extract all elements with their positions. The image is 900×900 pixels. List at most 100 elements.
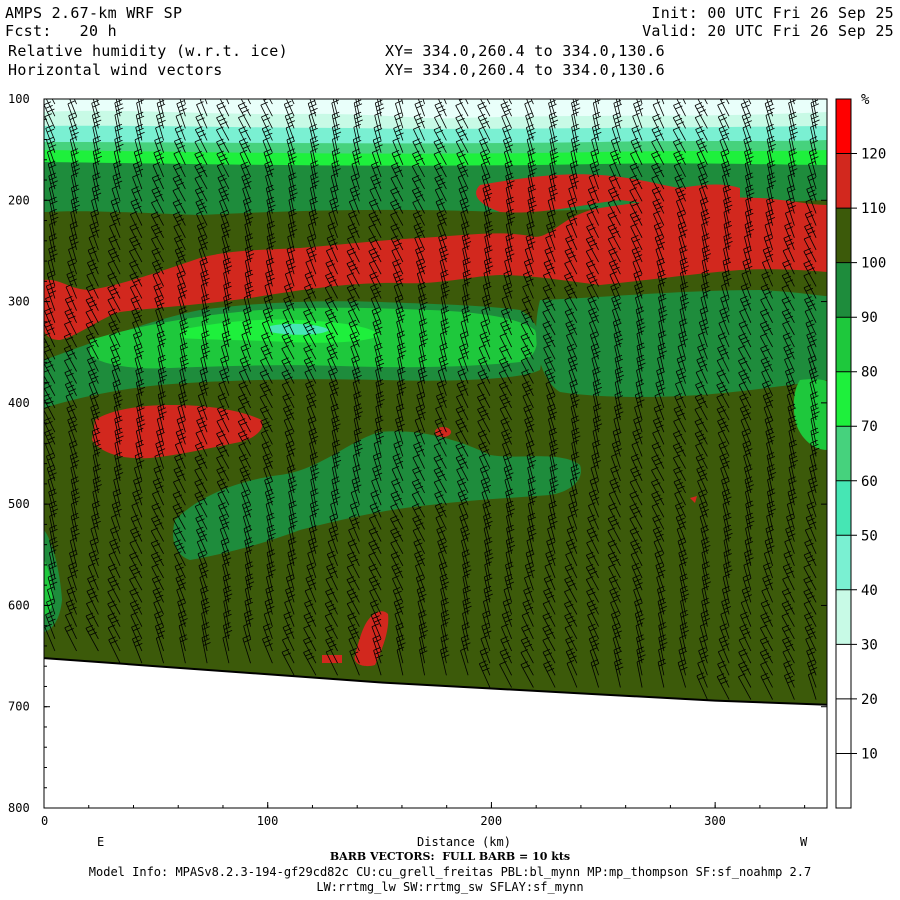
barb-staff: [719, 310, 730, 336]
barb-flag: [238, 78, 245, 81]
barb-flag: [766, 213, 774, 217]
barb-flag: [695, 369, 704, 373]
barb-flag: [415, 226, 423, 231]
barb-flag: [325, 259, 333, 264]
barb-staff: [331, 102, 338, 129]
barb-staff: [700, 212, 708, 238]
barb-flag: [114, 123, 123, 128]
barb-flag: [435, 458, 443, 462]
barb-flag: [549, 172, 557, 177]
barb-flag: [636, 310, 645, 314]
barb-flag: [744, 549, 752, 554]
barb-flag: [109, 332, 117, 336]
barb-staff: [699, 188, 708, 214]
barb-staff: [523, 274, 534, 299]
barb-staff: [287, 224, 295, 250]
barb-staff: [332, 99, 338, 117]
barb-flag: [370, 214, 378, 219]
barb-flag: [245, 273, 254, 278]
barb-flag: [741, 408, 750, 413]
barb-staff: [481, 626, 491, 652]
barb-flag: [615, 76, 622, 79]
barb-staff: [70, 163, 77, 190]
barb-staff: [614, 382, 621, 408]
barb-flag: [441, 601, 449, 606]
barb-staff: [716, 360, 730, 384]
barb-flag: [349, 542, 357, 547]
barb-flag: [151, 502, 159, 507]
barb-staff: [110, 359, 121, 384]
barb-staff: [346, 275, 360, 299]
barb-flag: [93, 468, 102, 472]
barb-flag: [588, 227, 596, 231]
barb-flag: [462, 205, 470, 209]
barb-staff: [586, 275, 599, 299]
barb-flag: [156, 112, 164, 116]
barb-staff: [721, 601, 730, 627]
barb-staff: [676, 358, 686, 384]
barb-flag: [71, 132, 79, 136]
barb-flag: [570, 492, 578, 497]
barb-staff: [266, 236, 273, 263]
barb-flag: [71, 476, 79, 481]
barb-flag: [484, 212, 493, 217]
barb-flag: [588, 263, 596, 268]
barb-flag: [89, 631, 97, 636]
barb-staff: [564, 627, 578, 652]
barb-flag: [440, 577, 449, 582]
barb-staff: [260, 104, 273, 129]
barb-flag: [762, 603, 771, 608]
barb-staff: [479, 651, 491, 676]
barb-flag: [500, 78, 507, 81]
barb-staff: [738, 639, 752, 664]
barb-staff: [792, 99, 795, 105]
barb-staff: [635, 382, 643, 408]
barb-flag: [115, 399, 123, 403]
barb-staff: [607, 202, 621, 226]
barb-flag: [696, 433, 705, 438]
barb-flag: [566, 251, 574, 256]
barb-staff: [679, 576, 686, 603]
barb-staff: [701, 236, 708, 263]
barb-flag: [308, 209, 317, 213]
barb-flag: [68, 315, 76, 320]
barb-flag: [414, 141, 422, 146]
barb-flag: [681, 593, 690, 598]
barb-staff: [330, 406, 338, 433]
barb-flag: [435, 142, 443, 146]
barb-flag: [265, 132, 273, 137]
barb-flag: [394, 128, 403, 133]
barb-flag: [194, 175, 203, 179]
barb-flag: [507, 200, 515, 205]
barb-staff: [373, 443, 382, 469]
barb-flag: [631, 178, 639, 183]
barb-flag: [676, 514, 684, 518]
barb-staff: [570, 394, 578, 421]
barb-flag: [259, 393, 268, 398]
barb-flag: [372, 546, 380, 551]
barb-flag: [551, 447, 559, 452]
barb-flag: [240, 343, 249, 348]
barb-flag: [107, 272, 115, 277]
barb-flag: [702, 273, 710, 278]
barb-staff: [723, 552, 730, 579]
barb-staff: [479, 468, 491, 494]
barb-staff: [695, 372, 708, 396]
barb-flag: [593, 99, 601, 104]
barb-flag: [462, 225, 470, 229]
barb-flag: [485, 553, 493, 557]
barb-flag: [264, 610, 272, 615]
barb-flag: [134, 315, 142, 319]
barb-flag: [700, 610, 709, 614]
barb-flag: [115, 419, 123, 424]
barb-flag: [631, 246, 640, 251]
barb-staff: [549, 151, 556, 178]
barb-staff: [114, 102, 121, 129]
barb-flag: [201, 622, 210, 626]
barb-flag: [700, 622, 708, 627]
barb-flag: [569, 505, 578, 509]
barb-flag: [678, 549, 686, 554]
barb-flag: [613, 415, 622, 420]
barb-flag: [132, 627, 141, 632]
barb-flag: [90, 525, 99, 530]
